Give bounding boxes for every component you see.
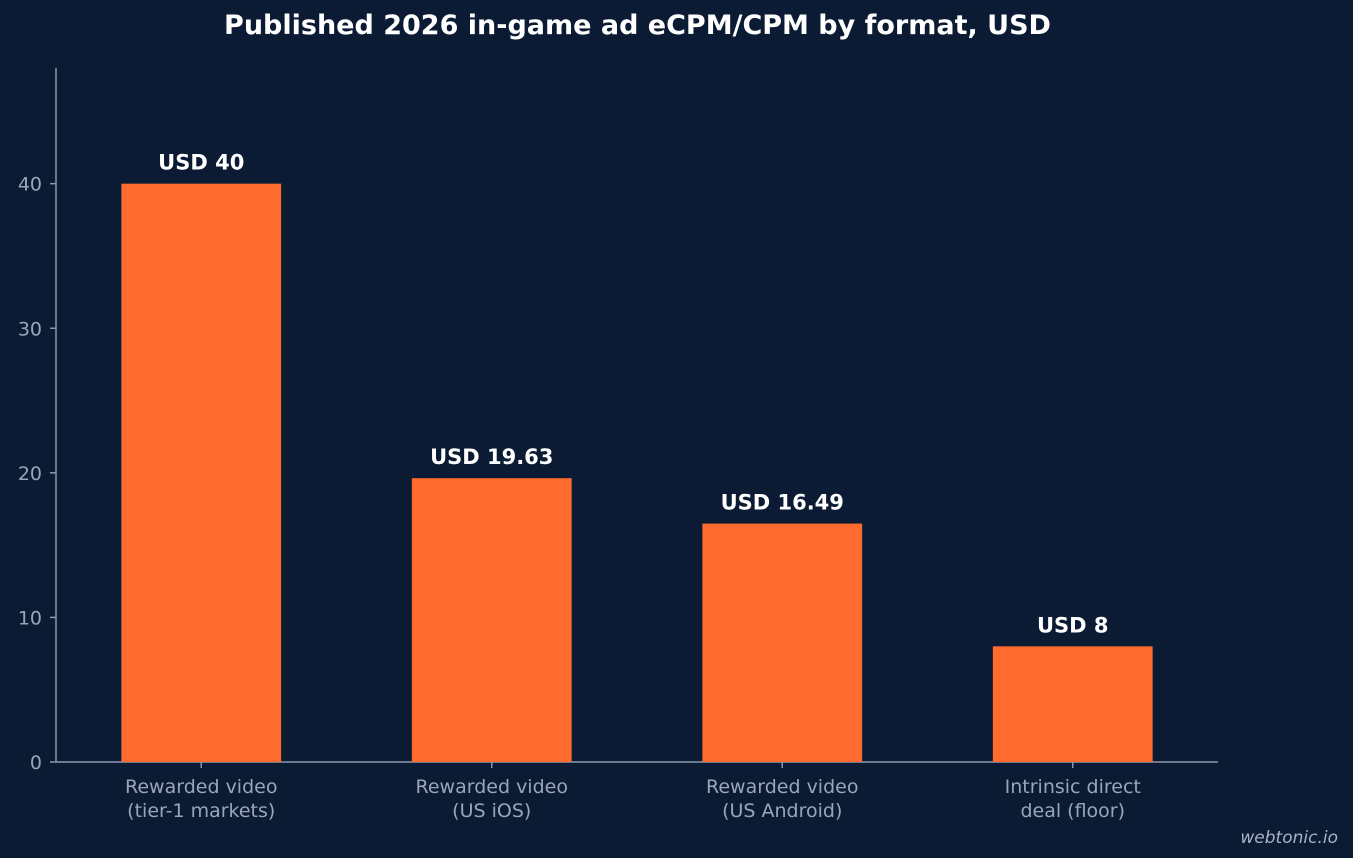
x-tick-label-line: (US Android): [722, 800, 842, 822]
y-tick-label: 30: [18, 318, 42, 340]
y-axis: 0 10 20 30 40: [18, 68, 57, 774]
x-tick-label-line: Rewarded video: [416, 776, 568, 798]
data-labels: USD 40 USD 19.63 USD 16.49 USD 8: [158, 151, 1108, 638]
x-tick-label-line: deal (floor): [1020, 800, 1125, 822]
x-tick-label-line: Rewarded video: [706, 776, 858, 798]
x-tick-label-line: (tier-1 markets): [127, 800, 275, 822]
x-tick-label: Rewarded video (US Android): [706, 776, 858, 822]
data-label: USD 19.63: [430, 445, 553, 469]
x-tick-label: Intrinsic direct deal (floor): [1005, 776, 1141, 822]
bars: [121, 183, 1153, 762]
data-label: USD 16.49: [721, 491, 844, 515]
y-tick-label: 40: [18, 174, 42, 196]
x-tick-label: Rewarded video (US iOS): [416, 776, 568, 822]
data-label: USD 8: [1037, 613, 1109, 637]
watermark: webtonic.io: [1240, 828, 1338, 848]
bar: [992, 646, 1153, 762]
x-tick-label-line: (US iOS): [452, 800, 531, 822]
x-axis: Rewarded video (tier-1 markets)Rewarded v…: [56, 761, 1218, 822]
x-tick-label: Rewarded video (tier-1 markets): [125, 776, 277, 822]
chart-title: Published 2026 in-game ad eCPM/CPM by fo…: [224, 10, 1051, 41]
y-tick-label: 20: [18, 463, 42, 485]
y-tick-label: 10: [18, 607, 42, 629]
bar: [411, 478, 572, 762]
bar: [121, 183, 282, 762]
data-label: USD 40: [158, 151, 244, 175]
bar: [702, 523, 863, 762]
x-tick-label-line: Rewarded video: [125, 776, 277, 798]
x-tick-label-line: Intrinsic direct: [1005, 776, 1141, 798]
y-tick-label: 0: [30, 752, 42, 774]
